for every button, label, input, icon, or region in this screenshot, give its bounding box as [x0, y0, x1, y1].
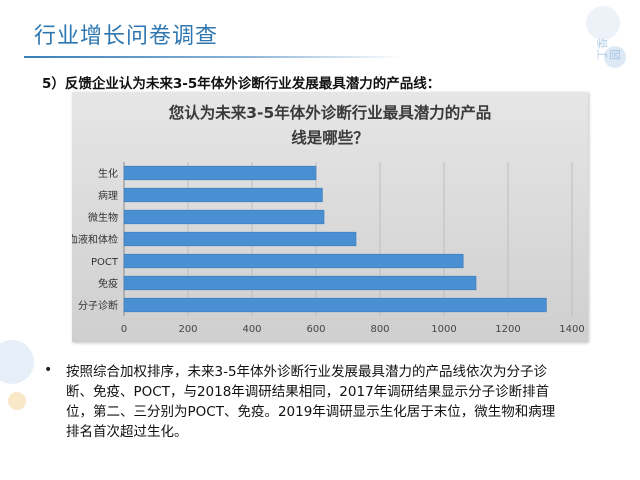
x-tick-label: 1200: [495, 324, 520, 335]
x-tick-label: 600: [306, 324, 325, 335]
bar: [123, 253, 464, 269]
bullet-marker: •: [44, 362, 53, 378]
y-category-label: 血液和体检: [72, 233, 118, 246]
x-tick-label: 400: [242, 324, 261, 335]
bar: [123, 275, 477, 291]
watermark-logo: 丁香园: [596, 38, 622, 60]
bar-chart: 您认为未来3-5年体外诊断行业最具潜力的产品 线是哪些？ 0 200 400 600 8…: [68, 103, 585, 335]
y-category-label: 病理: [98, 189, 118, 202]
decor-circle-top-right: [586, 6, 620, 40]
chart-panel: 您认为未来3-5年体外诊断行业最具潜力的产品 线是哪些？ 0 200 400 600 8…: [68, 92, 588, 342]
x-tick-label: 800: [370, 324, 389, 335]
decor-circle-right: [604, 46, 626, 68]
chart-title-line-1: 您认为未来3-5年体外诊断行业最具潜力的产品: [169, 103, 492, 122]
bar: [123, 297, 547, 313]
y-category-label: POCT: [91, 257, 119, 268]
bullet-text: 按照综合加权排序，未来3-5年体外诊断行业发展最具潜力的产品线依次为分子诊断、免…: [66, 364, 556, 440]
question-heading: 5）反馈企业认为未来3-5年体外诊断行业发展最具潜力的产品线：: [42, 76, 441, 92]
y-category-label: 微生物: [88, 211, 118, 224]
x-tick-label: 1400: [559, 324, 584, 335]
x-tick-label: 0: [121, 324, 127, 335]
decor-circle-left-small: [8, 392, 26, 410]
bar: [123, 231, 357, 247]
y-category-label: 生化: [98, 167, 118, 180]
decor-circle-left: [0, 340, 34, 384]
y-category-label: 免疫: [98, 277, 118, 290]
chart-title-line-2: 线是哪些？: [291, 128, 369, 147]
bar: [123, 165, 317, 181]
title-divider: [24, 56, 404, 58]
page-title: 行业增长问卷调查: [34, 24, 219, 49]
x-tick-label: 200: [178, 324, 197, 335]
bar: [123, 187, 323, 203]
x-tick-label: 1000: [431, 324, 456, 335]
bar: [123, 209, 325, 225]
y-category-label: 分子诊断: [78, 299, 118, 312]
